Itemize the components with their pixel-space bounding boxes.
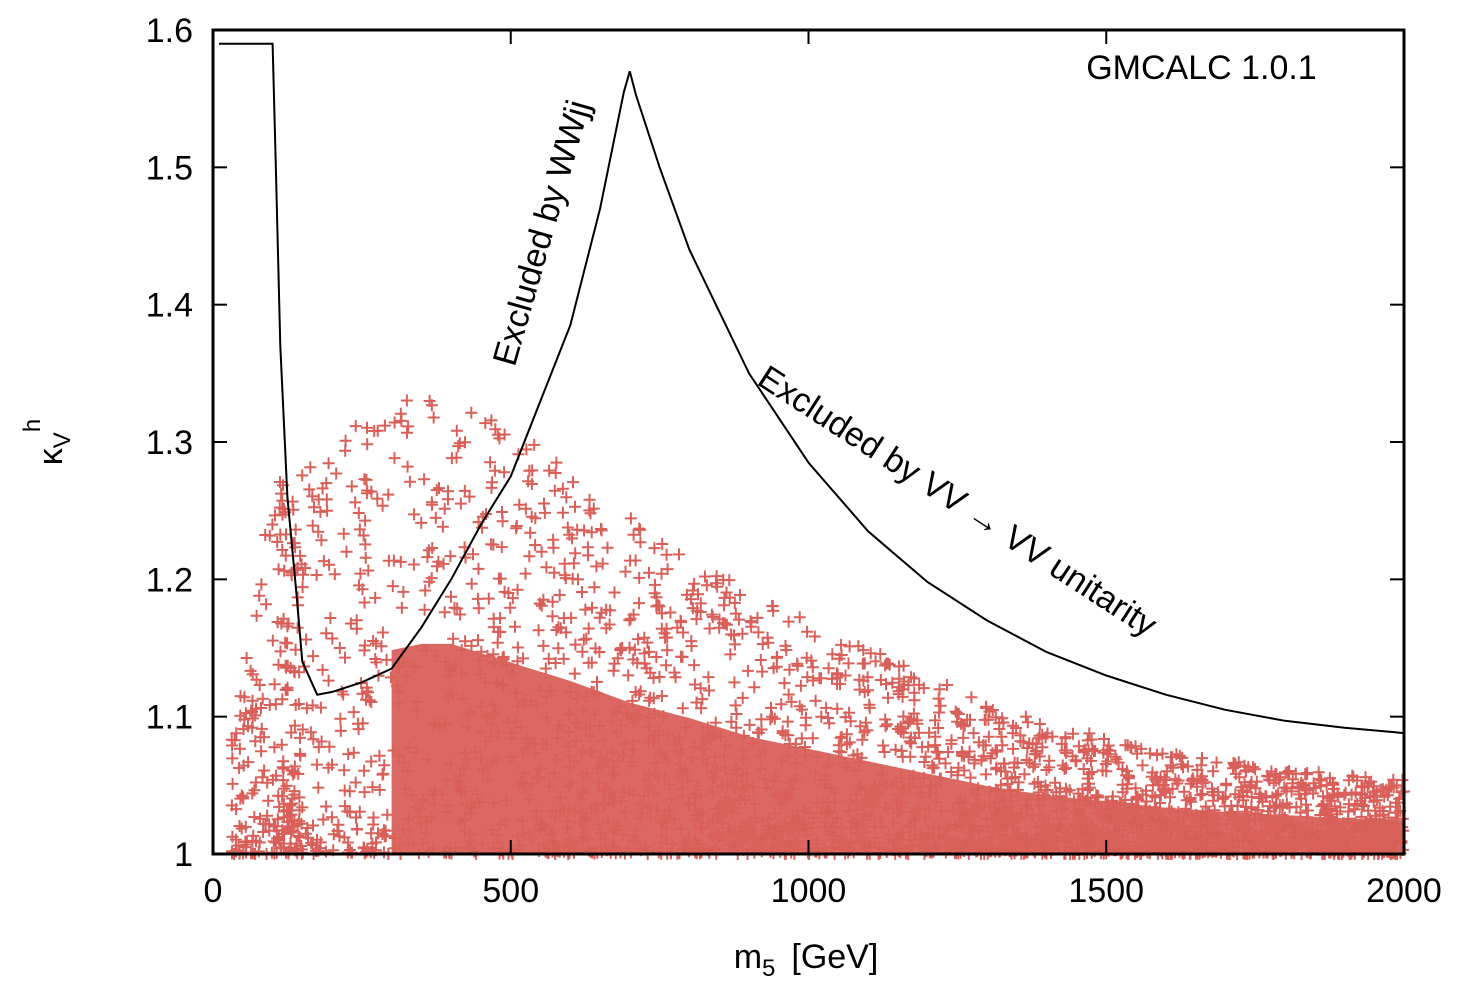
y-tick-label: 1.4 bbox=[146, 287, 193, 325]
x-tick-label: 0 bbox=[204, 872, 223, 910]
x-axis-label-main: m bbox=[734, 938, 762, 976]
x-tick-label: 1000 bbox=[771, 872, 847, 910]
x-axis-label-unit: [GeV] bbox=[791, 938, 878, 976]
y-tick-label: 1.1 bbox=[146, 699, 193, 737]
y-tick-label: 1.3 bbox=[146, 424, 193, 462]
y-axis-label-sub: V bbox=[49, 432, 76, 448]
svg-text:κVh: κVh bbox=[19, 419, 76, 465]
y-axis-label-main: κ bbox=[32, 447, 70, 465]
y-axis-label: κVh bbox=[19, 419, 76, 465]
dense-point-region bbox=[391, 643, 1405, 854]
unitarity-exclusion-curve bbox=[628, 70, 1405, 735]
y-tick-label: 1 bbox=[174, 836, 193, 874]
scatter-points bbox=[225, 394, 1410, 860]
y-tick-label: 1.2 bbox=[146, 561, 193, 599]
annotation-wwjj: Excluded by WWjj bbox=[486, 96, 598, 370]
y-tick-label: 1.5 bbox=[146, 149, 193, 187]
x-axis-label-sub: 5 bbox=[762, 955, 775, 982]
y-tick-label: 1.6 bbox=[146, 12, 193, 50]
axis-ticks: 0 500 1000 1500 2000 1 1.1 1.2 1.3 1.4 1.5 1.6 bbox=[146, 12, 1442, 910]
x-axis-label: m5 [GeV] bbox=[734, 938, 879, 982]
x-tick-label: 1500 bbox=[1068, 872, 1144, 910]
annotation-gmcalc-version: GMCALC 1.0.1 bbox=[1086, 49, 1317, 87]
x-tick-label: 2000 bbox=[1366, 872, 1442, 910]
x-tick-label: 500 bbox=[482, 872, 539, 910]
exclusion-curves bbox=[219, 42, 1405, 735]
y-axis-label-sup: h bbox=[19, 419, 46, 432]
wwjj-exclusion-curve bbox=[219, 42, 631, 696]
